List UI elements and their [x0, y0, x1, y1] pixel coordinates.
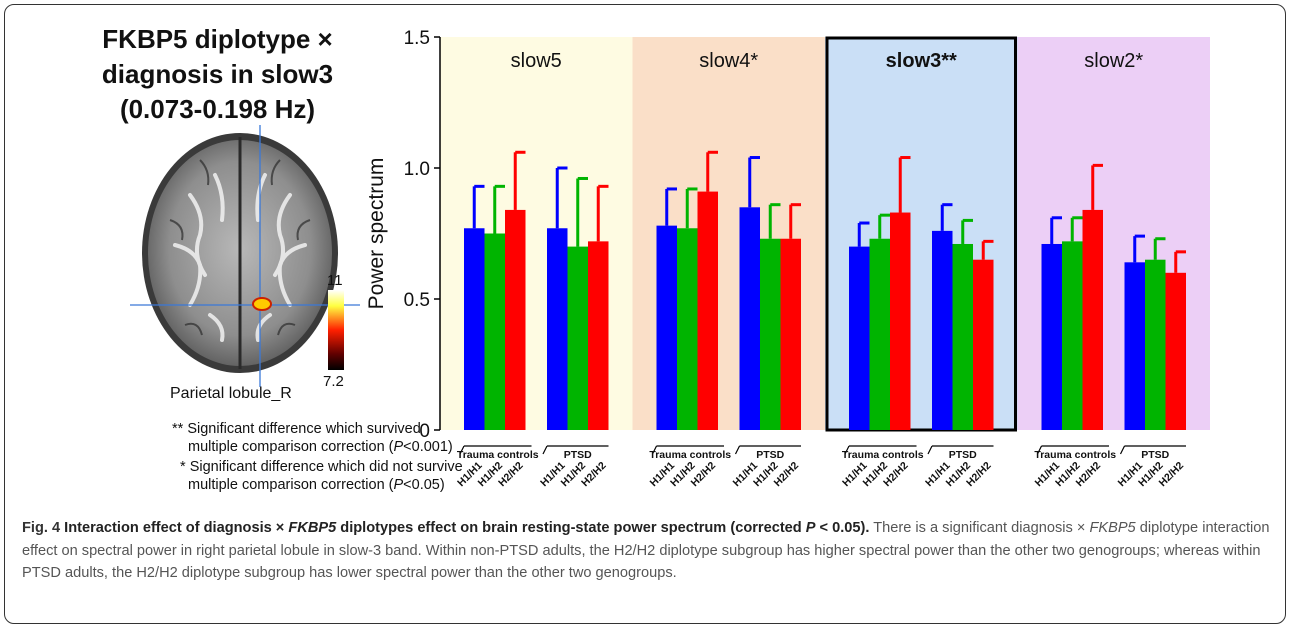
figure-caption: Fig. 4 Interaction effect of diagnosis ×…	[22, 517, 1272, 585]
note-mark: *	[172, 459, 186, 475]
region-label: Parietal lobule_R	[170, 385, 292, 403]
group-label: Trauma controls	[842, 449, 924, 461]
caption-bold-pre: Interaction effect of diagnosis ×	[64, 520, 288, 536]
panel-title-slow4: slow4*	[699, 50, 758, 72]
group-label: Trauma controls	[1034, 449, 1116, 461]
y-axis-label: Power spectrum	[365, 158, 388, 310]
bar	[1042, 244, 1063, 430]
bar	[657, 226, 678, 430]
panel-title: FKBP5 diplotype × diagnosis in slow3 (0.…	[60, 22, 375, 127]
bar	[760, 239, 781, 430]
bar	[505, 210, 526, 430]
bar	[1145, 260, 1166, 430]
bar	[953, 244, 974, 430]
bar	[568, 247, 589, 430]
bar	[870, 239, 891, 430]
bracket-left	[1121, 446, 1125, 454]
bar	[932, 231, 953, 430]
y-tick-label: 1.5	[404, 28, 430, 49]
bracket-left	[543, 446, 547, 454]
group-label: PTSD	[564, 449, 592, 461]
power-spectrum-chart: slow5 slow4* slow3** slow2* 0 0.5 1.0 1.5 Power…	[355, 20, 1275, 510]
y-tick-label: 0.5	[404, 290, 430, 311]
bar	[1083, 210, 1104, 430]
caption-bold-p: P	[806, 520, 816, 536]
panel-title-line-3: (0.073-0.198 Hz)	[60, 92, 375, 127]
bar	[677, 228, 698, 430]
x-labels: Trauma controlsH1/H1H1/H2H2/H2PTSDH1/H1H…	[455, 446, 1186, 489]
bar	[1166, 273, 1187, 430]
panel-title-slow2: slow2*	[1084, 50, 1143, 72]
bracket-left	[736, 446, 740, 454]
bar	[740, 207, 761, 430]
bar	[781, 239, 802, 430]
group-label: Trauma controls	[649, 449, 731, 461]
bar	[464, 228, 485, 430]
panel-title-slow5: slow5	[511, 50, 562, 72]
y-tick-label: 1.0	[404, 159, 430, 180]
activation-cluster	[253, 298, 271, 310]
bracket-left	[928, 446, 932, 454]
caption-bold-post: < 0.05).	[816, 520, 870, 536]
colorbar-min-label: 7.2	[323, 373, 344, 390]
y-axis: 0 0.5 1.0 1.5 Power spectrum	[365, 28, 440, 442]
caption-text-pre: There is a significant diagnosis ×	[869, 520, 1089, 536]
panel-title-line-2: diagnosis in slow3	[60, 57, 375, 92]
bar	[485, 234, 506, 431]
caption-text-gene: FKBP5	[1089, 520, 1135, 536]
brain-axial-slice	[130, 125, 360, 390]
bar	[890, 213, 911, 430]
group-label: PTSD	[756, 449, 784, 461]
bar	[698, 192, 719, 430]
bar	[1062, 241, 1083, 430]
group-label: PTSD	[949, 449, 977, 461]
caption-fig-label: Fig. 4	[22, 520, 60, 536]
bar	[547, 228, 568, 430]
panel-title-slow3: slow3**	[886, 50, 957, 72]
colorbar-max-label: 11	[327, 272, 343, 289]
group-label: PTSD	[1141, 449, 1169, 461]
note-mark: **	[172, 421, 183, 437]
bar	[1125, 262, 1146, 430]
caption-bold-mid: diplotypes effect on brain resting-state…	[336, 520, 806, 536]
bar	[849, 247, 870, 430]
bar	[973, 260, 994, 430]
bar	[588, 241, 609, 430]
colorbar	[328, 290, 344, 370]
y-tick-label: 0	[419, 421, 430, 442]
caption-bold-gene: FKBP5	[288, 520, 336, 536]
panel-title-line-1: FKBP5 diplotype ×	[60, 22, 375, 57]
group-label: Trauma controls	[457, 449, 539, 461]
